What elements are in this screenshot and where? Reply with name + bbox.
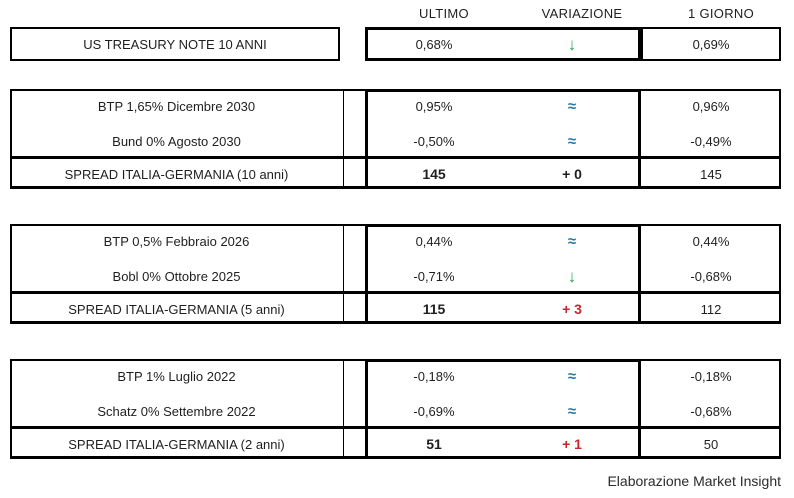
ultimo-value: -0,71% <box>413 269 455 284</box>
ultimo-variazione-border <box>365 359 641 459</box>
bond-label: Bobl 0% Ottobre 2025 <box>112 269 241 284</box>
spread-row: SPREAD ITALIA-GERMANIA (5 anni) 115 + 3 … <box>10 294 781 324</box>
bond-label: US TREASURY NOTE 10 ANNI <box>83 36 267 52</box>
giorno-value: 0,44% <box>692 234 730 249</box>
label-column-divider <box>343 359 344 459</box>
ultimo-value: 0,95% <box>415 99 453 114</box>
column-header-ultimo: ULTIMO <box>419 6 469 21</box>
spread-row: SPREAD ITALIA-GERMANIA (2 anni) 51 + 1 5… <box>10 429 781 459</box>
spread-label: SPREAD ITALIA-GERMANIA (5 anni) <box>68 301 285 317</box>
spread-group-2-anni: BTP 1% Luglio 2022 -0,18% ≈ -0,18% Schat… <box>10 359 781 459</box>
column-header-variazione: VARIAZIONE <box>541 6 623 21</box>
giorno-value: -0,68% <box>690 404 732 419</box>
bond-label: BTP 0,5% Febbraio 2026 <box>103 234 250 249</box>
spread-row-divider <box>10 156 781 159</box>
variazione-cell: ≈ <box>503 394 641 429</box>
spread-delta: + 1 <box>562 436 582 452</box>
ultimo-variazione-border <box>365 27 641 61</box>
down-arrow-icon: ↓ <box>567 267 577 286</box>
label-cell-border <box>10 27 340 61</box>
giorno-value: 0,96% <box>692 99 730 114</box>
bond-label: BTP 1% Luglio 2022 <box>117 369 236 384</box>
bond-row: BTP 1% Luglio 2022 -0,18% ≈ -0,18% <box>10 359 781 394</box>
ultimo-value: 0,68% <box>415 36 453 52</box>
giorno-value: -0,18% <box>690 369 732 384</box>
spread-delta: + 3 <box>562 301 582 317</box>
spread-prev-value: 50 <box>703 436 719 452</box>
ultimo-variazione-border <box>365 89 641 189</box>
approx-icon: ≈ <box>567 403 577 420</box>
spread-row: SPREAD ITALIA-GERMANIA (10 anni) 145 + 0… <box>10 159 781 189</box>
approx-icon: ≈ <box>567 98 577 115</box>
source-credit: Elaborazione Market Insight <box>607 473 781 489</box>
variazione-cell: ≈ <box>503 224 641 259</box>
ultimo-value: -0,69% <box>413 404 455 419</box>
label-column-divider <box>343 224 344 324</box>
approx-icon: ≈ <box>567 233 577 250</box>
ultimo-value: -0,18% <box>413 369 455 384</box>
giorno-value: 0,69% <box>692 36 730 52</box>
bond-label: BTP 1,65% Dicembre 2030 <box>97 99 256 114</box>
bond-label: Bund 0% Agosto 2030 <box>112 134 241 149</box>
approx-icon: ≈ <box>567 368 577 385</box>
bond-row: Bund 0% Agosto 2030 -0,50% ≈ -0,49% <box>10 124 781 159</box>
spread-row-divider <box>10 426 781 429</box>
variazione-cell: ↓ <box>503 259 641 294</box>
spread-row-divider <box>10 291 781 294</box>
variazione-cell: ≈ <box>503 89 641 124</box>
label-column-divider <box>343 89 344 189</box>
ultimo-value: 0,44% <box>415 234 453 249</box>
spread-group-5-anni: BTP 0,5% Febbraio 2026 0,44% ≈ 0,44% Bob… <box>10 224 781 324</box>
down-arrow-icon: ↓ <box>567 34 577 54</box>
approx-icon: ≈ <box>567 133 577 150</box>
bond-row: BTP 1,65% Dicembre 2030 0,95% ≈ 0,96% <box>10 89 781 124</box>
spread-group-10-anni: BTP 1,65% Dicembre 2030 0,95% ≈ 0,96% Bu… <box>10 89 781 189</box>
spread-delta: + 0 <box>562 166 582 182</box>
spread-prev-value: 112 <box>700 301 722 317</box>
variazione-cell: ≈ <box>503 124 641 159</box>
bond-row: BTP 0,5% Febbraio 2026 0,44% ≈ 0,44% <box>10 224 781 259</box>
spread-value: 51 <box>426 436 442 452</box>
spread-label: SPREAD ITALIA-GERMANIA (2 anni) <box>68 436 285 452</box>
bond-row: Schatz 0% Settembre 2022 -0,69% ≈ -0,68% <box>10 394 781 429</box>
giorno-cell-border <box>641 27 781 61</box>
us-treasury-row: US TREASURY NOTE 10 ANNI 0,68% ↓ 0,69% <box>10 27 781 61</box>
variazione-cell: ≈ <box>503 359 641 394</box>
giorno-value: -0,49% <box>690 134 732 149</box>
spread-label: SPREAD ITALIA-GERMANIA (10 anni) <box>64 166 289 182</box>
variazione-cell: ↓ <box>503 27 641 61</box>
spread-value: 115 <box>422 301 446 317</box>
column-header-1giorno: 1 GIORNO <box>688 6 754 21</box>
spread-value: 145 <box>422 166 446 182</box>
bond-row: Bobl 0% Ottobre 2025 -0,71% ↓ -0,68% <box>10 259 781 294</box>
ultimo-value: -0,50% <box>413 134 455 149</box>
ultimo-variazione-border <box>365 224 641 324</box>
bond-label: Schatz 0% Settembre 2022 <box>97 404 256 419</box>
spread-prev-value: 145 <box>700 166 722 182</box>
giorno-value: -0,68% <box>690 269 732 284</box>
